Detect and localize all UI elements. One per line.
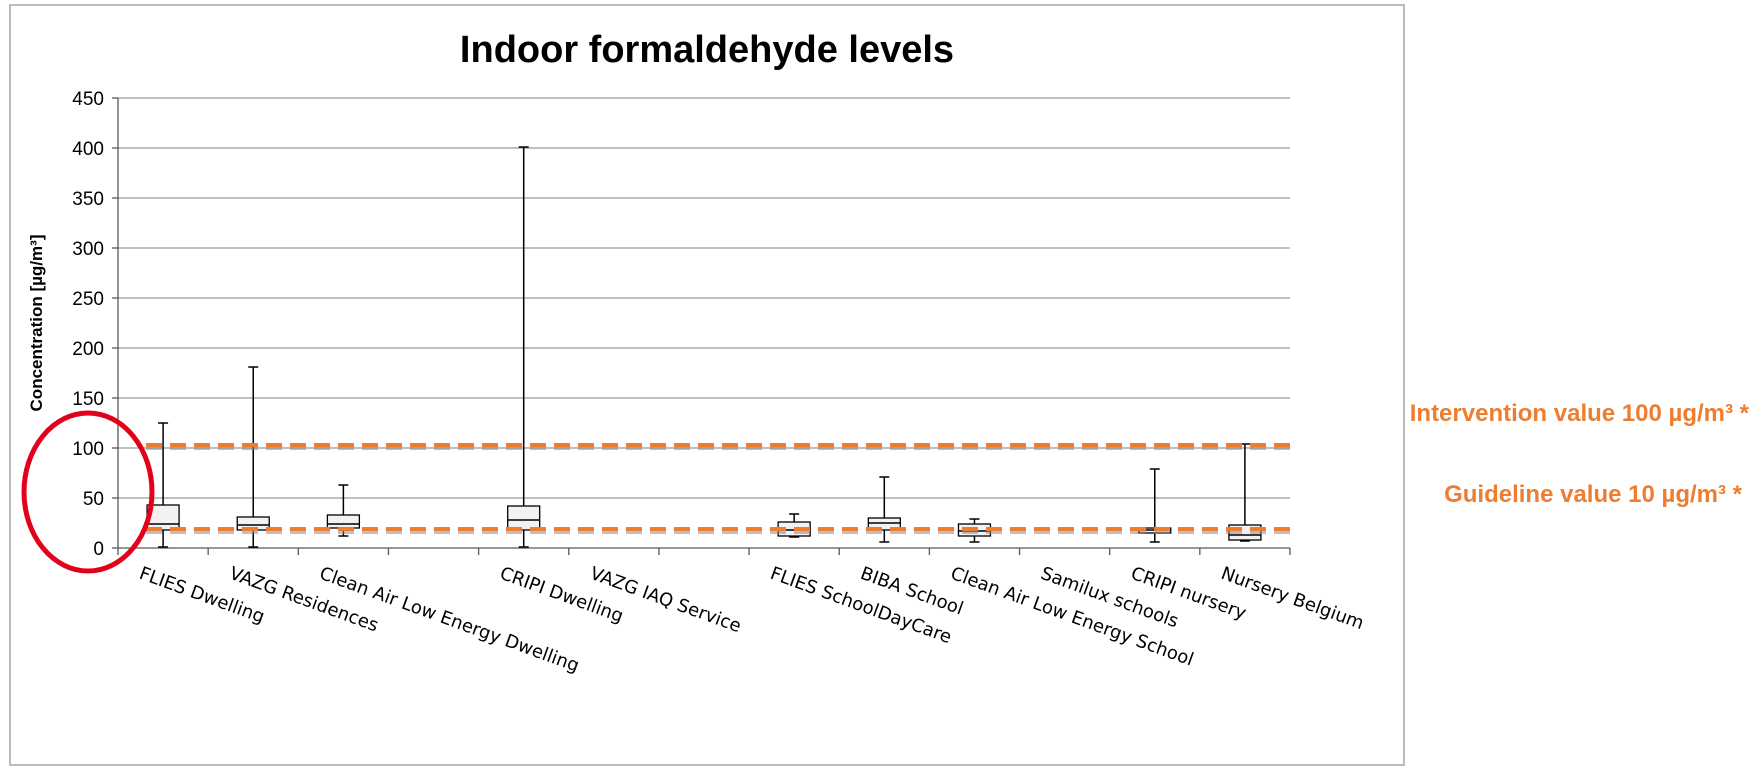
box-plot — [326, 484, 361, 537]
y-tick-label: 200 — [72, 339, 104, 360]
box-plot — [236, 366, 270, 548]
y-axis-label: Concentration [µg/m³] — [27, 235, 46, 412]
y-tick-label: 50 — [83, 489, 104, 510]
highlight-circle-annotation — [21, 410, 155, 574]
axes: 0 50 100 150 200 250 300 350 400 450 — [72, 89, 1291, 560]
box-plot — [507, 146, 541, 548]
chart-area-border — [9, 4, 1405, 766]
y-tick-label: 400 — [72, 139, 104, 160]
y-tick-label: 250 — [72, 289, 104, 310]
box-iqr — [326, 514, 361, 529]
y-tick-label: 0 — [93, 539, 104, 560]
y-tick-label: 300 — [72, 239, 104, 260]
y-tick-label: 150 — [72, 389, 104, 410]
box-iqr — [507, 505, 541, 531]
reference-line-label: Intervention value 100 µg/m³ * — [1410, 400, 1750, 427]
y-tick-label: 450 — [72, 89, 104, 110]
chart-title: Indoor formaldehyde levels — [460, 29, 954, 71]
y-tick-label: 350 — [72, 189, 104, 210]
gridlines — [118, 97, 1290, 499]
y-tick-label: 100 — [72, 439, 104, 460]
reference-lines: Intervention value 100 µg/m³ * Guideline … — [146, 400, 1750, 534]
reference-line-label: Guideline value 10 µg/m³ * — [1444, 481, 1743, 508]
